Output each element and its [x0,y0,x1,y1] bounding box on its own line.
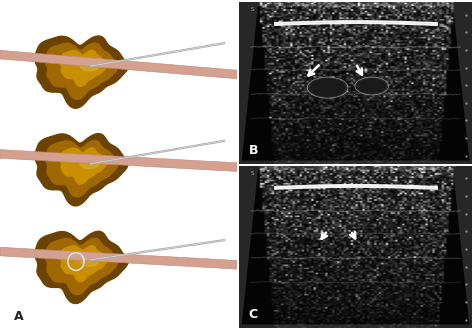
Polygon shape [35,36,128,108]
Text: S: S [251,7,255,12]
Polygon shape [45,238,118,295]
Polygon shape [80,156,100,168]
Ellipse shape [356,78,387,94]
Polygon shape [242,170,469,324]
Polygon shape [45,141,118,197]
Polygon shape [60,148,107,184]
Polygon shape [80,59,100,71]
Text: B: B [249,144,258,157]
Text: S: S [251,171,255,176]
Polygon shape [60,50,107,86]
Polygon shape [35,231,128,304]
Polygon shape [80,254,100,266]
Ellipse shape [309,78,346,97]
Polygon shape [60,246,107,282]
Polygon shape [0,50,237,79]
Polygon shape [242,7,469,161]
Polygon shape [0,247,237,269]
Polygon shape [35,134,128,206]
Polygon shape [45,43,118,99]
Text: C: C [249,308,258,321]
Polygon shape [0,150,237,171]
Text: A: A [14,310,24,323]
